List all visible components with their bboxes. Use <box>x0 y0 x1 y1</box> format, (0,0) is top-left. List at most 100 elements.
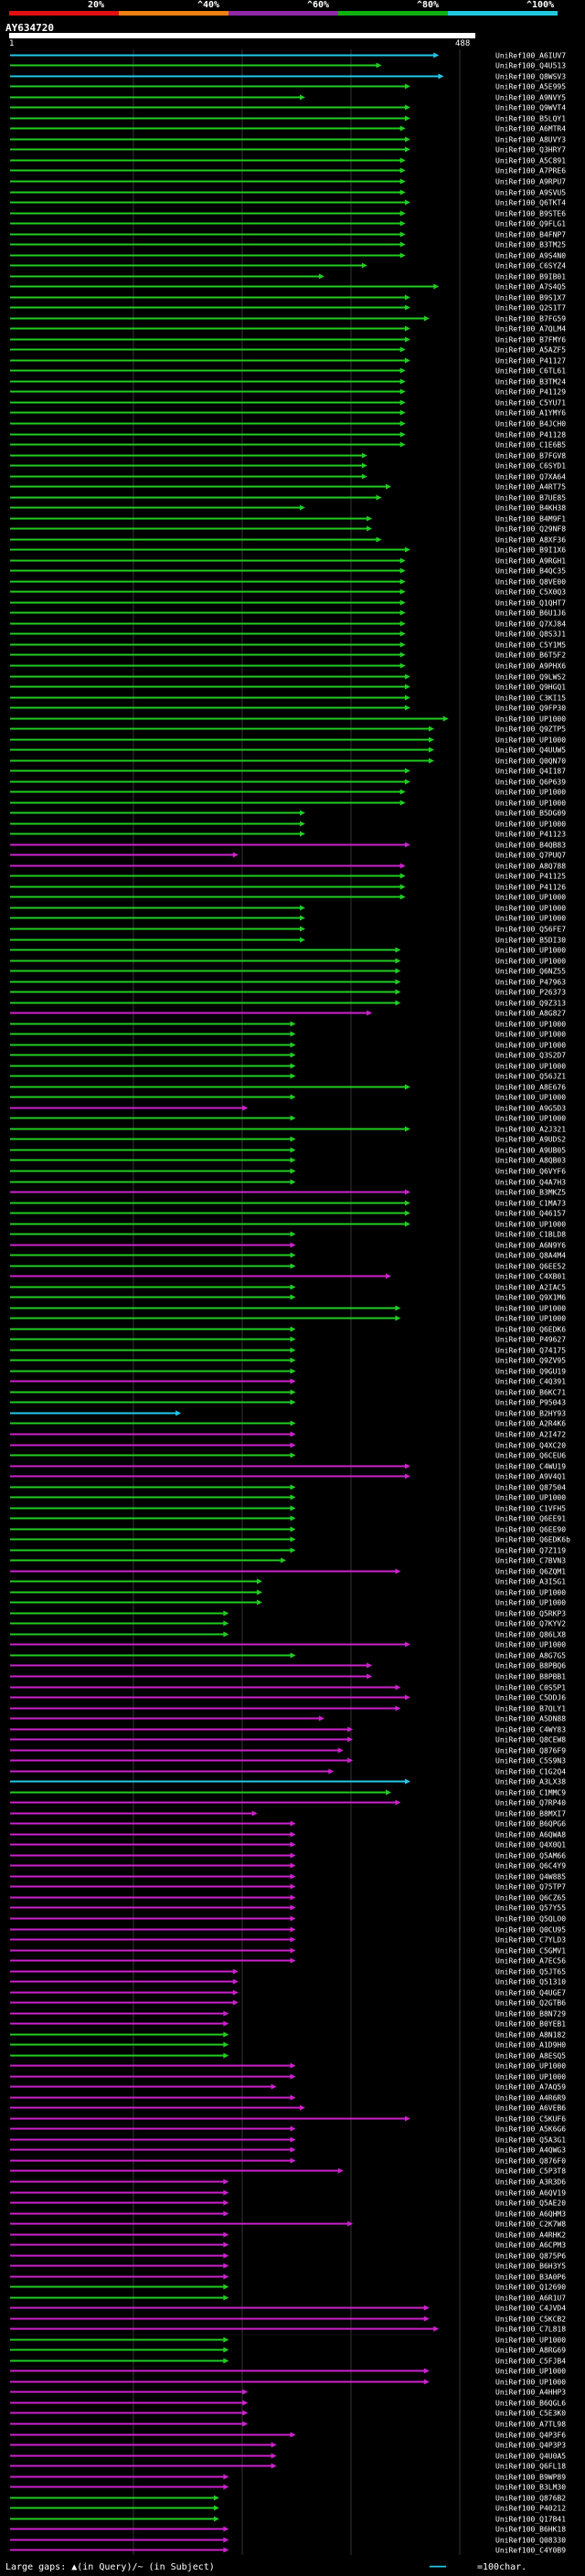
hit-label[interactable]: UniRef100_P41129 <box>495 388 566 397</box>
hit-label[interactable]: UniRef100_C1VFH5 <box>495 1505 566 1513</box>
hit-label[interactable]: UniRef100_B7FMY6 <box>495 336 566 345</box>
hit-label[interactable]: UniRef100_UP1000 <box>495 1305 566 1313</box>
hit-label[interactable]: UniRef100_P41127 <box>495 357 566 366</box>
hit-label[interactable]: UniRef100_Q5RKP3 <box>495 1610 566 1618</box>
hit-label[interactable]: UniRef100_A7QLM4 <box>495 325 566 334</box>
hit-label[interactable]: UniRef100_A5E995 <box>495 83 566 91</box>
hit-label[interactable]: UniRef100_UP1000 <box>495 821 566 829</box>
hit-label[interactable]: UniRef100_C5DDJ6 <box>495 1694 566 1702</box>
hit-label[interactable]: UniRef100_Q5QLO0 <box>495 1915 566 1924</box>
hit-label[interactable]: UniRef100_Q6P639 <box>495 779 566 787</box>
hit-label[interactable]: UniRef100_Q9FP30 <box>495 705 566 713</box>
hit-label[interactable]: UniRef100_A8XF36 <box>495 536 566 545</box>
hit-label[interactable]: UniRef100_Q46157 <box>495 1210 566 1218</box>
hit-label[interactable]: UniRef100_UP1000 <box>495 905 566 913</box>
hit-label[interactable]: UniRef100_B7FG59 <box>495 315 566 323</box>
hit-label[interactable]: UniRef100_Q8A4M4 <box>495 1252 566 1260</box>
hit-label[interactable]: UniRef100_B3LM30 <box>495 2484 566 2492</box>
hit-label[interactable]: UniRef100_C5X0Q3 <box>495 588 566 597</box>
hit-label[interactable]: UniRef100_C4XB01 <box>495 1273 566 1281</box>
hit-label[interactable]: UniRef100_Q4U513 <box>495 62 566 70</box>
hit-label[interactable]: UniRef100_A7EC56 <box>495 1957 566 1966</box>
hit-label[interactable]: UniRef100_B8PBQ6 <box>495 1662 566 1670</box>
hit-label[interactable]: UniRef100_A8G7G5 <box>495 1652 566 1660</box>
hit-label[interactable]: UniRef100_Q6ZQM1 <box>495 1568 566 1576</box>
hit-label[interactable]: UniRef100_P26373 <box>495 989 566 997</box>
hit-label[interactable]: UniRef100_Q4X0Q1 <box>495 1841 566 1850</box>
hit-label[interactable]: UniRef100_Q0QN70 <box>495 758 566 766</box>
hit-label[interactable]: UniRef100_A7TL98 <box>495 2421 566 2429</box>
hit-label[interactable]: UniRef100_C6SYD1 <box>495 462 566 471</box>
hit-label[interactable]: UniRef100_A4QWG3 <box>495 2147 566 2155</box>
hit-label[interactable]: UniRef100_Q9Z313 <box>495 1000 566 1008</box>
hit-label[interactable]: UniRef100_A7PRE6 <box>495 167 566 175</box>
hit-label[interactable]: UniRef100_UP1000 <box>495 1031 566 1039</box>
hit-label[interactable]: UniRef100_A2R4K6 <box>495 1420 566 1428</box>
hit-label[interactable]: UniRef100_B5DG09 <box>495 810 566 818</box>
hit-label[interactable]: UniRef100_A4R6R9 <box>495 2094 566 2103</box>
hit-label[interactable]: UniRef100_Q6C4Y9 <box>495 1862 566 1871</box>
hit-label[interactable]: UniRef100_B6QPG6 <box>495 1820 566 1829</box>
hit-label[interactable]: UniRef100_A8UVY3 <box>495 136 566 144</box>
hit-label[interactable]: UniRef100_B5DI30 <box>495 937 566 945</box>
hit-label[interactable]: UniRef100_P40212 <box>495 2505 566 2513</box>
hit-label[interactable]: UniRef100_Q3HRY7 <box>495 146 566 154</box>
hit-label[interactable]: UniRef100_Q875P6 <box>495 2253 566 2261</box>
hit-label[interactable]: UniRef100_A5K6G6 <box>495 2125 566 2134</box>
hit-label[interactable]: UniRef100_A9PHX6 <box>495 663 566 671</box>
hit-label[interactable]: UniRef100_B3A0P6 <box>495 2274 566 2282</box>
hit-label[interactable]: UniRef100_Q6EE90 <box>495 1526 566 1534</box>
hit-label[interactable]: UniRef100_A8RG69 <box>495 2347 566 2355</box>
hit-label[interactable]: UniRef100_UP1000 <box>495 789 566 797</box>
hit-label[interactable]: UniRef100_Q7XA64 <box>495 473 566 482</box>
hit-label[interactable]: UniRef100_Q87504 <box>495 1484 566 1492</box>
hit-label[interactable]: UniRef100_B7FGV8 <box>495 452 566 461</box>
hit-label[interactable]: UniRef100_Q6FL18 <box>495 2463 566 2471</box>
hit-label[interactable]: UniRef100_C2K7W8 <box>495 2221 566 2229</box>
hit-label[interactable]: UniRef100_Q9FLG1 <box>495 220 566 228</box>
hit-label[interactable]: UniRef100_Q6TKT4 <box>495 199 566 207</box>
hit-label[interactable]: UniRef100_B4QB83 <box>495 842 566 850</box>
hit-label[interactable]: UniRef100_Q29NF8 <box>495 525 566 534</box>
hit-label[interactable]: UniRef100_UP1000 <box>495 2337 566 2345</box>
hit-label[interactable]: UniRef100_B7QLY1 <box>495 1705 566 1713</box>
hit-label[interactable]: UniRef100_B4KH38 <box>495 504 566 513</box>
hit-label[interactable]: UniRef100_P41125 <box>495 873 566 881</box>
hit-label[interactable]: UniRef100_Q6EE91 <box>495 1515 566 1523</box>
hit-label[interactable]: UniRef100_Q74175 <box>495 1347 566 1355</box>
hit-label[interactable]: UniRef100_A8G827 <box>495 1010 566 1018</box>
hit-label[interactable]: UniRef100_C4Q391 <box>495 1378 566 1386</box>
hit-label[interactable]: UniRef100_A8QB03 <box>495 1157 566 1165</box>
hit-label[interactable]: UniRef100_A4RHK2 <box>495 2231 566 2240</box>
hit-label[interactable]: UniRef100_Q6VYF6 <box>495 1168 566 1176</box>
hit-label[interactable]: UniRef100_A6VEB6 <box>495 2104 566 2113</box>
hit-label[interactable]: UniRef100_A1D9H0 <box>495 2041 566 2050</box>
hit-label[interactable]: UniRef100_Q4UGE7 <box>495 1989 566 1998</box>
hit-label[interactable]: UniRef100_A9UB05 <box>495 1147 566 1155</box>
hit-label[interactable]: UniRef100_Q1QHT7 <box>495 599 566 608</box>
hit-label[interactable]: UniRef100_P41126 <box>495 884 566 892</box>
hit-label[interactable]: UniRef100_A9V4Q1 <box>495 1473 566 1481</box>
hit-label[interactable]: UniRef100_Q876F9 <box>495 1747 566 1755</box>
hit-label[interactable]: UniRef100_B2HY93 <box>495 1410 566 1418</box>
hit-label[interactable]: UniRef100_C4Y0B9 <box>495 2547 566 2555</box>
hit-label[interactable]: UniRef100_A9S4N0 <box>495 252 566 260</box>
hit-label[interactable]: UniRef100_Q9WVT4 <box>495 104 566 112</box>
hit-label[interactable]: UniRef100_UP1000 <box>495 1315 566 1323</box>
hit-label[interactable]: UniRef100_Q7RP40 <box>495 1799 566 1807</box>
hit-label[interactable]: UniRef100_UP1000 <box>495 2368 566 2376</box>
hit-label[interactable]: UniRef100_Q0CU95 <box>495 1926 566 1935</box>
hit-label[interactable]: UniRef100_Q7Z119 <box>495 1547 566 1555</box>
hit-label[interactable]: UniRef100_B9I1X6 <box>495 546 566 555</box>
hit-label[interactable]: UniRef100_Q8VE00 <box>495 578 566 587</box>
hit-label[interactable]: UniRef100_A9RPU7 <box>495 178 566 186</box>
hit-label[interactable]: UniRef100_Q57Y55 <box>495 1904 566 1913</box>
hit-label[interactable]: UniRef100_C4JVD4 <box>495 2305 566 2313</box>
hit-label[interactable]: UniRef100_C7L818 <box>495 2326 566 2334</box>
hit-label[interactable]: UniRef100_UP1000 <box>495 1115 566 1123</box>
hit-label[interactable]: UniRef100_Q7XJ84 <box>495 620 566 629</box>
hit-label[interactable]: UniRef100_B6T5F2 <box>495 652 566 660</box>
hit-label[interactable]: UniRef100_Q4P3F6 <box>495 2432 566 2440</box>
hit-label[interactable]: UniRef100_C5YU71 <box>495 399 566 408</box>
hit-label[interactable]: UniRef100_UP1000 <box>495 2379 566 2387</box>
